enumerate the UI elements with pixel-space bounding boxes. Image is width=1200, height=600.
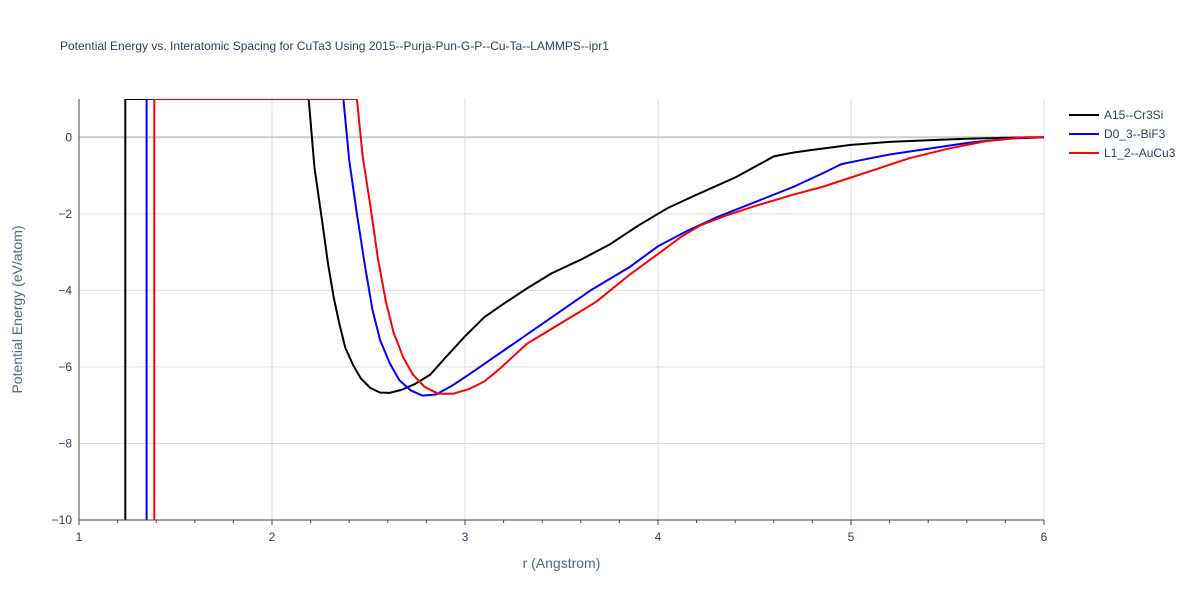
y-tick-label: −4 xyxy=(58,283,72,297)
series-lines xyxy=(124,99,1044,520)
x-tick-label: 5 xyxy=(848,530,855,544)
x-axis-label: r (Angstrom) xyxy=(523,555,601,571)
x-tick-label: 1 xyxy=(76,530,83,544)
axes: 1 2 3 4 5 6 0 −2 −4 −6 −8 −10 xyxy=(52,99,1048,544)
legend-label: A15--Cr3Si xyxy=(1104,108,1163,122)
legend-item[interactable]: D0_3--BiF3 xyxy=(1069,127,1166,141)
x-tick-label: 2 xyxy=(269,530,276,544)
series-line-1 xyxy=(145,99,1044,520)
chart-title: Potential Energy vs. Interatomic Spacing… xyxy=(60,39,609,53)
y-axis-label: Potential Energy (eV/atom) xyxy=(9,225,25,393)
x-tick-label: 6 xyxy=(1041,530,1048,544)
y-tick-label: −2 xyxy=(58,207,72,221)
x-tick-label: 4 xyxy=(655,530,662,544)
legend[interactable]: A15--Cr3Si D0_3--BiF3 L1_2--AuCu3 xyxy=(1069,108,1176,160)
y-tick-label: −10 xyxy=(52,513,73,527)
legend-item[interactable]: A15--Cr3Si xyxy=(1069,108,1163,122)
legend-label: L1_2--AuCu3 xyxy=(1104,146,1176,160)
series-line-2 xyxy=(153,99,1044,520)
y-tick-label: −6 xyxy=(58,360,72,374)
series-line-0 xyxy=(124,99,1044,520)
y-tick-label: 0 xyxy=(65,130,72,144)
x-tick-label: 3 xyxy=(462,530,469,544)
grid xyxy=(79,99,1045,520)
legend-item[interactable]: L1_2--AuCu3 xyxy=(1069,146,1176,160)
y-tick-label: −8 xyxy=(58,436,72,450)
legend-label: D0_3--BiF3 xyxy=(1104,127,1166,141)
